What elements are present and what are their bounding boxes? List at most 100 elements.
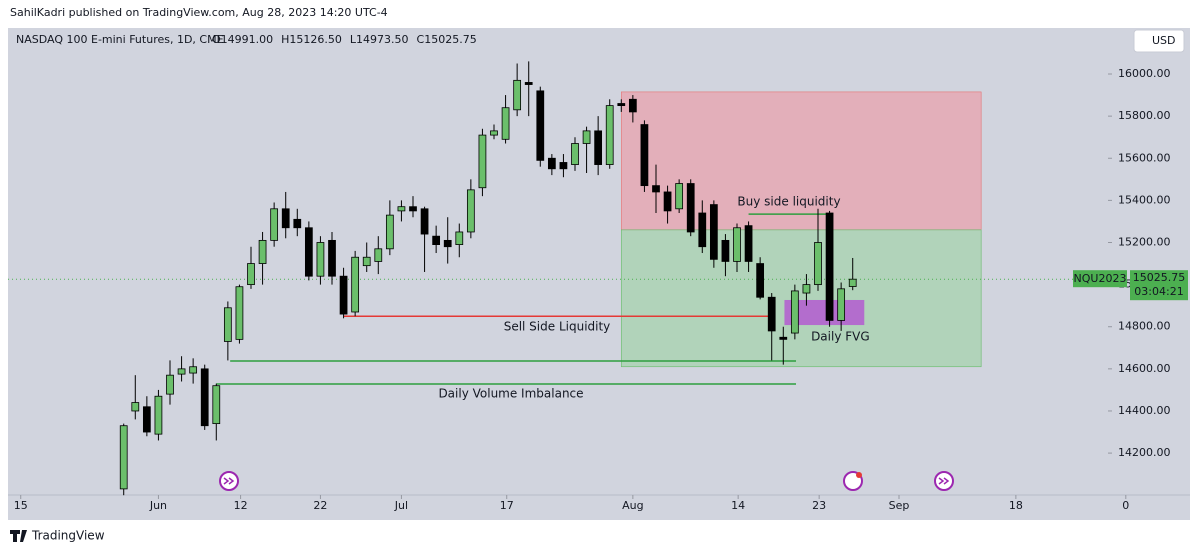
candle-body (304, 227, 313, 277)
publisher: SahilKadri published on TradingView.com,… (10, 6, 388, 19)
candle-body (443, 239, 452, 248)
candle-body (686, 183, 695, 233)
candle-body (628, 98, 637, 113)
candle-body (814, 242, 822, 286)
candle-body (524, 82, 533, 85)
candle-body (455, 231, 464, 245)
candle-body (709, 204, 718, 260)
candle-body (200, 368, 209, 427)
ohlc-value: H15126.50 (281, 33, 342, 46)
brand: TradingView (31, 529, 105, 543)
candle-body (397, 206, 406, 212)
candle-body (154, 395, 163, 435)
candle-body (640, 124, 649, 187)
candle-body (767, 296, 776, 332)
candle-body (594, 130, 603, 165)
chart-title: NASDAQ 100 E-mini Futures, 1D, CME (16, 33, 224, 46)
x-tick-label: Sep (889, 499, 910, 512)
y-tick-label: 15800.00 (1118, 109, 1171, 122)
candle-body (733, 227, 741, 262)
candle-body (652, 185, 660, 193)
candle-body (582, 130, 591, 144)
candle-body (409, 206, 417, 212)
level-label: Buy side liquidity (737, 195, 840, 209)
ohlc-value: C15025.75 (417, 33, 477, 46)
countdown-label: 03:04:21 (1134, 285, 1183, 298)
currency: USD (1152, 34, 1176, 47)
candle-body (825, 212, 834, 321)
candle-body (721, 239, 730, 262)
candle-body (385, 214, 394, 250)
level-label: Daily Volume Imbalance (438, 387, 583, 401)
candle-body (698, 212, 707, 248)
ohlc-legend: O14991.00 H15126.50 L14973.50 C15025.75 (212, 33, 477, 46)
candle-body (177, 368, 186, 375)
plot: Buy side liquidity Sell Side Liquidity Dai… (8, 61, 1188, 512)
candle-body (617, 103, 626, 107)
chart-panel (8, 28, 1190, 520)
y-tick-label: 14200.00 (1118, 446, 1171, 459)
candle-body (328, 239, 336, 277)
candle-body (571, 143, 579, 165)
x-tick-label: Aug (622, 499, 643, 512)
candle-body (142, 406, 151, 433)
candle-body (351, 256, 360, 313)
candle-body (432, 235, 441, 245)
candle-body (790, 290, 799, 334)
candle-body (223, 307, 232, 342)
level-label: Sell Side Liquidity (504, 320, 611, 334)
candle-body (490, 130, 498, 136)
candle-body (316, 242, 325, 277)
candle-body (536, 90, 545, 161)
x-tick-label: 14 (731, 499, 745, 512)
ohlc-value: L14973.50 (350, 33, 409, 46)
candle-body (837, 288, 846, 321)
icon-dot (856, 472, 862, 478)
event-icons (219, 471, 954, 491)
candle-body (258, 239, 267, 264)
candle-body (166, 374, 174, 395)
candle-body (478, 134, 487, 189)
x-tick-label: 23 (812, 499, 826, 512)
x-tick-label: 12 (234, 499, 248, 512)
candle-body (235, 286, 244, 340)
y-tick-label: 14600.00 (1118, 362, 1171, 375)
price-box (1130, 270, 1188, 301)
y-tick-label: 15600.00 (1118, 151, 1171, 164)
x-tick-label: 18 (1009, 499, 1023, 512)
candle-body (212, 385, 221, 425)
candle-body (605, 105, 614, 165)
symbol-box (1073, 270, 1127, 288)
y-tick-label: 14800.00 (1118, 320, 1171, 333)
y-tick-label: 15200.00 (1118, 235, 1171, 248)
fvg-label: Daily FVG (811, 330, 870, 344)
zone (620, 91, 982, 231)
currency-button[interactable] (1133, 29, 1185, 53)
candle-body (559, 162, 568, 170)
candle-body (293, 218, 302, 229)
candle-body (547, 157, 556, 170)
candle-body (189, 366, 198, 374)
candle-body (663, 191, 672, 212)
y-tick-label: 16000.00 (1118, 67, 1171, 80)
x-tick-label: 15 (14, 499, 28, 512)
x-tick-label: 17 (500, 499, 514, 512)
candle-body (513, 79, 522, 111)
candle-body (247, 263, 255, 286)
candle-body (362, 256, 371, 267)
candle-body (420, 208, 429, 235)
candle-body (466, 189, 475, 233)
candle-body (374, 248, 383, 262)
icon-glyph (938, 477, 950, 485)
y-tick-label: 14400.00 (1118, 404, 1171, 417)
x-tick-label: Jun (149, 499, 167, 512)
x-tick-label: Jul (394, 499, 408, 512)
candle-body (119, 425, 128, 490)
candle-body (270, 208, 279, 241)
candle-body (501, 107, 510, 140)
candle-body (281, 208, 290, 229)
price-label: 15025.75 (1133, 271, 1186, 284)
zone (620, 229, 982, 368)
candle-body (744, 225, 753, 262)
